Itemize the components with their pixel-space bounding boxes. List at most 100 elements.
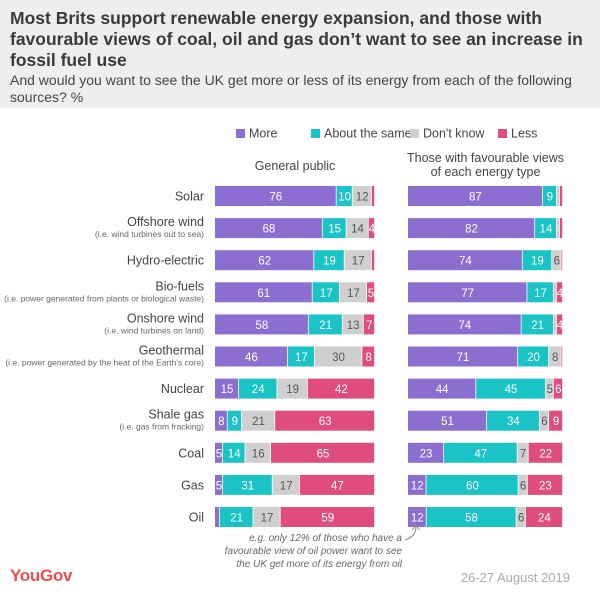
bar-0-shale-gas-less [275,410,375,431]
bar-0-gas-don-t-know [272,474,299,495]
bar-0-gas-about-the-same [223,474,272,495]
bar-1-geothermal-about-the-same [518,346,549,367]
bar-1-hydro-electric-less [561,250,563,271]
data-label-1-onshore-wind-less: 4 [557,320,564,332]
annotation-line-1: favourable view of oil power want to see [225,546,403,557]
data-label-0-geothermal-don-t-know: 30 [332,352,345,364]
data-label-0-coal-less: 65 [317,448,330,460]
bar-1-oil-about-the-same [426,507,516,527]
category-label-onshore-wind: Onshore wind [127,311,204,325]
bar-0-offshore-wind-less [368,218,375,239]
bar-0-nuclear-don-t-know [277,378,307,399]
data-label-0-gas-don-t-know: 17 [280,480,293,492]
bar-0-onshore-wind-more [215,314,308,335]
data-label-1-oil-more: 12 [411,513,424,525]
bar-0-offshore-wind-don-t-know [346,218,368,239]
data-label-0-shale-gas-about-the-same: 9 [232,416,238,428]
data-label-1-bio-fuels-less: 4 [557,288,564,300]
category-sublabel-geothermal: (i.e. power generated by the heat of the… [5,358,204,368]
bar-1-nuclear-less [553,378,563,399]
data-label-0-gas-less: 47 [331,480,344,492]
category-label-shale-gas: Shale gas [148,408,204,422]
bar-1-shale-gas-less [549,410,563,431]
data-label-0-solar-about-the-same: 10 [338,192,351,204]
bar-1-coal-less [528,442,563,463]
bar-1-hydro-electric-about-the-same [522,250,552,271]
bar-1-hydro-electric-don-t-know [552,250,561,271]
data-label-1-shale-gas-about-the-same: 34 [507,416,520,428]
chart-title: Most Brits support renewable energy expa… [10,8,583,70]
legend-swatch-about-the-same [311,129,320,138]
bar-0-solar-more [215,186,336,206]
bar-0-oil-don-t-know [253,507,280,527]
category-label-coal: Coal [178,446,204,460]
panel-title-1-line-0: Those with favourable views [407,151,564,165]
legend-swatch-more [236,129,245,138]
bar-1-oil-more [408,507,426,527]
bar-1-solar-less [559,186,563,206]
data-label-0-offshore-wind-about-the-same: 15 [328,224,341,236]
bar-1-solar-don-t-know [556,186,560,206]
bar-1-oil-don-t-know [516,507,525,527]
bar-0-oil-less [280,507,375,527]
bar-0-gas-more [215,474,223,495]
bar-0-solar-don-t-know [352,186,371,206]
data-label-0-solar-more: 76 [269,192,282,204]
category-label-hydro-electric: Hydro-electric [127,254,204,268]
data-label-0-shale-gas-more: 8 [218,416,224,428]
annotation-line-2: the UK get more of its energy from oil [236,559,402,570]
bar-1-hydro-electric-more [408,250,522,271]
bar-1-offshore-wind-less [559,218,563,239]
bar-0-geothermal-more [215,346,288,367]
bar-1-bio-fuels-don-t-know [553,282,556,303]
data-label-0-bio-fuels-about-the-same: 17 [320,288,333,300]
data-label-1-gas-don-t-know: 6 [520,480,526,492]
data-label-0-hydro-electric-more: 62 [258,256,271,268]
data-label-0-coal-don-t-know: 16 [252,448,265,460]
data-label-1-geothermal-about-the-same: 20 [527,352,540,364]
chart-subtitle: And would you want to see the UK get mor… [10,72,572,105]
bar-0-geothermal-don-t-know [314,346,362,367]
data-label-1-solar-about-the-same: 9 [547,192,553,204]
bar-1-offshore-wind-don-t-know [556,218,560,239]
category-sublabel-shale-gas: (i.e. gas from fracking) [119,422,204,432]
bar-1-coal-more [408,442,444,463]
data-label-0-nuclear-more: 15 [221,384,234,396]
data-label-1-shale-gas-more: 51 [441,416,454,428]
data-label-1-offshore-wind-more: 82 [465,224,478,236]
data-label-0-onshore-wind-less: 7 [366,320,372,332]
bar-1-bio-fuels-more [408,282,527,303]
category-sublabel-bio-fuels: (i.e. power generated from plants or bio… [4,293,204,303]
data-label-1-geothermal-don-t-know: 8 [552,352,558,364]
data-label-0-geothermal-more: 46 [245,352,258,364]
data-label-1-onshore-wind-more: 74 [458,320,471,332]
data-label-0-solar-don-t-know: 12 [356,192,369,204]
bar-0-nuclear-more [215,378,239,399]
bar-1-shale-gas-more [408,410,487,431]
category-label-nuclear: Nuclear [161,382,204,396]
bar-0-gas-less [299,474,375,495]
category-label-geothermal: Geothermal [139,344,204,358]
bar-0-geothermal-less [362,346,375,367]
bar-0-oil-about-the-same [219,507,253,527]
data-label-0-offshore-wind-less: 4 [369,224,376,236]
bar-0-oil-more [215,507,219,527]
annotation-arrowhead [412,524,420,531]
data-label-1-shale-gas-don-t-know: 6 [541,416,547,428]
data-label-0-oil-less: 59 [321,513,334,525]
bar-1-gas-less [527,474,563,495]
legend-label-don-t-know: Don't know [423,127,485,141]
data-label-1-hydro-electric-about-the-same: 19 [531,256,544,268]
bar-0-coal-don-t-know [245,442,271,463]
data-label-0-nuclear-about-the-same: 24 [252,384,265,396]
bar-1-bio-fuels-about-the-same [527,282,553,303]
data-label-0-offshore-wind-don-t-know: 14 [351,224,364,236]
bar-1-geothermal-less [561,346,563,367]
legend-swatch-less [498,129,507,138]
legend-swatch-don-t-know [410,129,419,138]
bar-1-oil-less [525,507,563,527]
category-label-bio-fuels: Bio-fuels [155,279,204,293]
legend-label-less: Less [511,127,537,141]
data-label-1-coal-less: 22 [539,448,552,460]
